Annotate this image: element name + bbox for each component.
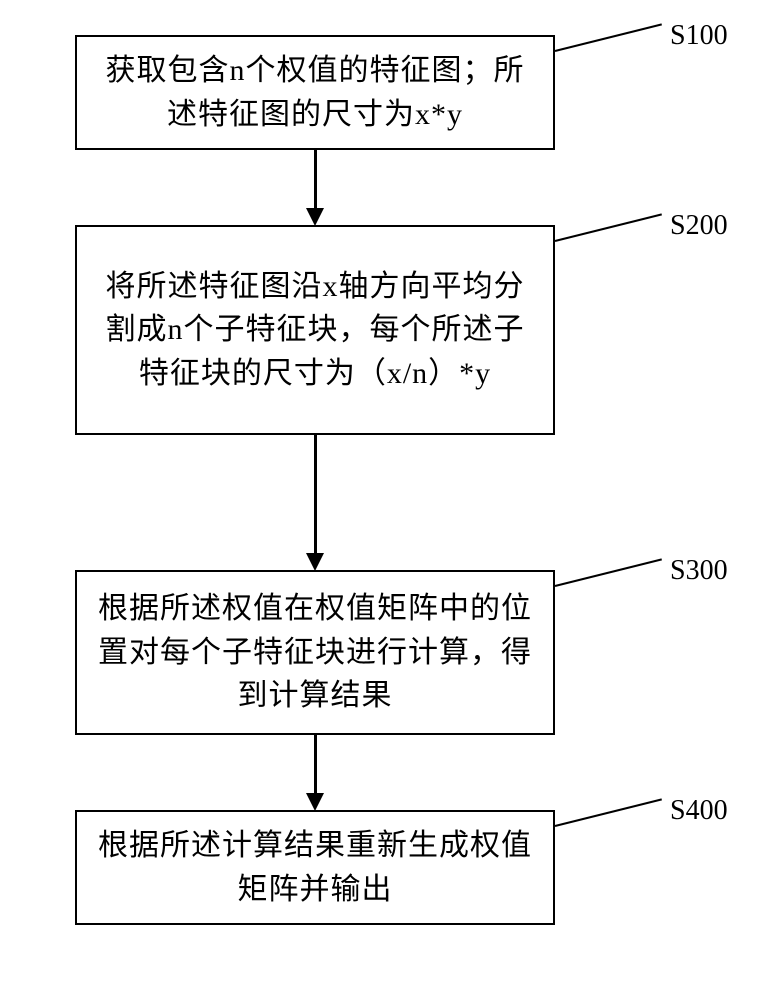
edge	[314, 435, 317, 555]
flowchart-canvas: 获取包含n个权值的特征图；所述特征图的尺寸为x*y S100 将所述特征图沿x轴…	[0, 0, 782, 1000]
step-label-s200: S200	[670, 210, 728, 242]
edge	[314, 150, 317, 210]
node-text: 根据所述权值在权值矩阵中的位置对每个子特征块进行计算，得到计算结果	[97, 587, 533, 718]
flowchart-node-s200: 将所述特征图沿x轴方向平均分割成n个子特征块，每个所述子特征块的尺寸为（x/n）…	[75, 225, 555, 435]
edge	[314, 735, 317, 795]
leader-line	[555, 558, 662, 587]
node-text: 将所述特征图沿x轴方向平均分割成n个子特征块，每个所述子特征块的尺寸为（x/n）…	[97, 265, 533, 396]
flowchart-node-s300: 根据所述权值在权值矩阵中的位置对每个子特征块进行计算，得到计算结果	[75, 570, 555, 735]
step-label-s300: S300	[670, 555, 728, 587]
leader-line	[555, 798, 662, 827]
arrow-icon	[306, 553, 324, 571]
step-label-s100: S100	[670, 20, 728, 52]
leader-line	[555, 213, 662, 242]
leader-line	[555, 23, 662, 52]
arrow-icon	[306, 793, 324, 811]
flowchart-node-s400: 根据所述计算结果重新生成权值矩阵并输出	[75, 810, 555, 925]
flowchart-node-s100: 获取包含n个权值的特征图；所述特征图的尺寸为x*y	[75, 35, 555, 150]
arrow-icon	[306, 208, 324, 226]
node-text: 根据所述计算结果重新生成权值矩阵并输出	[97, 824, 533, 911]
node-text: 获取包含n个权值的特征图；所述特征图的尺寸为x*y	[97, 49, 533, 136]
step-label-s400: S400	[670, 795, 728, 827]
